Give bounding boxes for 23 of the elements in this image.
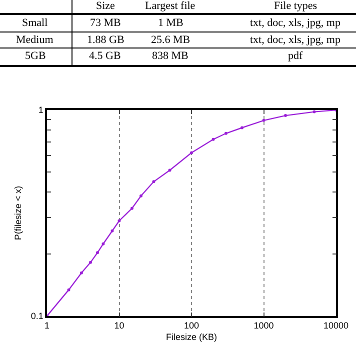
category-label: Small xyxy=(22,17,48,29)
text: 1.88 GB xyxy=(87,34,124,46)
x-axis-title: Filesize (KB) xyxy=(166,332,218,342)
text: 4.5 GB xyxy=(89,50,121,62)
text: 1 MB xyxy=(158,17,184,29)
category-label: File types xyxy=(274,0,318,12)
category-label: 5GB xyxy=(25,50,46,62)
x-tick-label: 10000 xyxy=(323,320,349,331)
x-tick-label: 100 xyxy=(184,320,200,331)
text: txt, doc, xls, jpg, mp xyxy=(250,17,340,29)
category-label: Size xyxy=(96,0,116,12)
x-tick-label: 10 xyxy=(114,320,124,331)
x-tick-label: 1000 xyxy=(254,320,274,331)
x-tick-label: 1 xyxy=(44,320,50,331)
text: 73 MB xyxy=(90,17,121,29)
category-label: Largest file xyxy=(145,0,196,12)
text: txt, doc, xls, jpg, mp xyxy=(250,34,340,46)
text: pdf xyxy=(288,50,303,62)
text: 25.6 MB xyxy=(151,34,190,46)
y-axis-title: P(filesize < x) xyxy=(12,186,23,240)
y-tick-label: 0.1 xyxy=(30,311,44,322)
category-label: Medium xyxy=(16,34,54,46)
text: 838 MB xyxy=(152,50,188,62)
